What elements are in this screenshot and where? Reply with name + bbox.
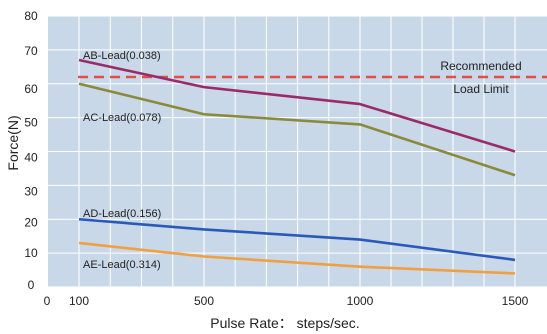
series-labels: AB-Lead(0.038) AC-Lead(0.078) AD-Lead(0.15…: [83, 50, 161, 271]
series-line: [78, 82, 516, 177]
gridlines: [48, 15, 547, 288]
x-tick-label: 500: [194, 294, 214, 308]
load-limit-label-line1: Recommended: [440, 59, 521, 73]
axis-ticks: 0 10 20 30 40 50 60 70 80 0 100 500 1000 1500: [24, 9, 528, 308]
series-line: [78, 58, 516, 153]
x-tick-label: 0: [44, 294, 51, 308]
recommended-load-limit: Recommended Load Limit: [78, 59, 547, 96]
y-tick-label: 30: [24, 184, 38, 198]
series-lines: [78, 58, 516, 275]
y-tick-label: 50: [24, 116, 38, 130]
series-line: [78, 241, 516, 275]
y-tick-label: 40: [24, 151, 38, 165]
x-tick-label: 100: [69, 294, 89, 308]
y-axis-label: Force(N): [5, 115, 21, 170]
y-tick-label: 20: [24, 215, 38, 229]
x-tick-label: 1500: [502, 294, 529, 308]
y-tick-label: 70: [24, 44, 38, 58]
series-label: AC-Lead(0.078): [83, 112, 161, 124]
y-tick-label: 60: [24, 82, 38, 96]
x-tick-label: 1000: [347, 294, 374, 308]
series-line: [78, 217, 516, 262]
series-label: AD-Lead(0.156): [83, 208, 161, 220]
y-tick-label: 10: [24, 246, 38, 260]
x-axis-label: Pulse Rate： steps/sec.: [210, 315, 359, 331]
series-label: AB-Lead(0.038): [83, 50, 161, 62]
y-tick-label: 0: [28, 278, 35, 292]
series-label: AE-Lead(0.314): [83, 259, 161, 271]
load-limit-label-line2: Load Limit: [453, 82, 509, 96]
y-tick-label: 80: [24, 9, 38, 23]
